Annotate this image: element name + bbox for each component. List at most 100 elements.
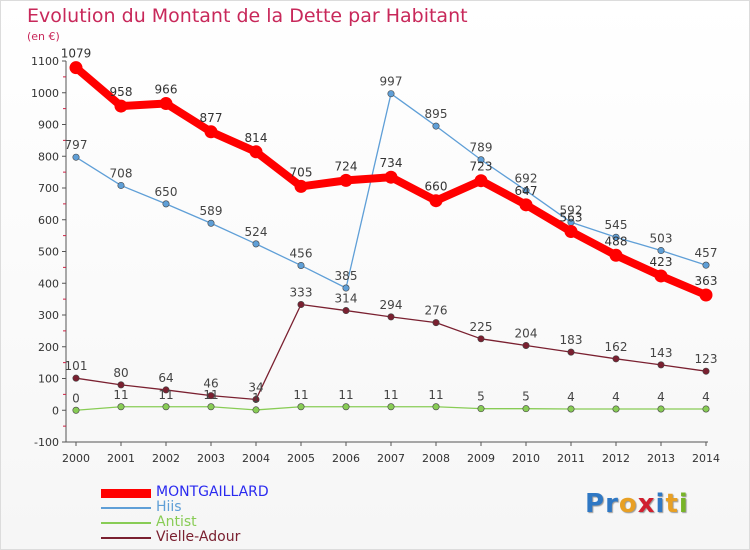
data-label-vielle-adour: 123 [695,352,718,366]
series-layer [69,61,713,414]
legend-swatch [101,507,151,509]
data-label-hiis: 650 [155,185,178,199]
data-point-antist [207,403,215,411]
data-point-vielle-adour [207,392,215,400]
data-label-hiis: 797 [65,138,88,152]
legend-label: Antist [156,514,197,530]
x-tick-label: 2013 [647,452,675,465]
data-label-vielle-adour: 80 [113,366,128,380]
y-tick-label: 800 [38,150,59,163]
x-tick-label: 2006 [332,452,360,465]
data-label-hiis: 589 [200,204,223,218]
y-axis-unit-label: (en €) [27,30,60,43]
data-point-antist [342,403,350,411]
logo-letter: t [665,489,679,519]
data-point-hiis [162,200,170,208]
x-tick-label: 2011 [557,452,585,465]
x-tick-label: 2001 [107,452,135,465]
data-label-antist: 1 [252,391,260,405]
data-point-hiis [657,247,665,255]
data-label-montgaillard: 660 [425,180,448,194]
data-point-antist [522,405,530,413]
data-label-hiis: 692 [515,172,538,186]
data-label-vielle-adour: 64 [158,371,173,385]
data-point-montgaillard [114,99,128,113]
data-label-montgaillard: 1079 [61,47,92,61]
data-point-montgaillard [69,61,83,75]
data-point-hiis [612,233,620,241]
data-point-montgaillard [474,174,488,188]
data-point-antist [477,405,485,413]
data-label-vielle-adour: 276 [425,304,448,318]
data-point-montgaillard [609,248,623,262]
legend-label: Vielle-Adour [156,529,241,545]
data-label-montgaillard: 958 [110,85,133,99]
legend-item-hiis: Hiis [101,500,361,515]
data-point-montgaillard [159,97,173,111]
y-tick-label: 1000 [31,87,59,100]
data-point-vielle-adour [72,374,80,382]
data-label-montgaillard: 734 [380,156,403,170]
legend-swatch [101,537,151,539]
data-label-antist: 11 [383,388,398,402]
data-point-hiis [297,261,305,269]
data-label-vielle-adour: 34 [248,380,263,394]
data-label-hiis: 592 [560,203,583,217]
data-point-vielle-adour [117,381,125,389]
data-point-antist [387,403,395,411]
data-label-antist: 4 [567,390,575,404]
data-label-antist: 11 [113,388,128,402]
data-point-antist [117,403,125,411]
data-label-antist: 11 [293,388,308,402]
y-tick-label: 700 [38,182,59,195]
data-label-vielle-adour: 46 [203,377,218,391]
data-label-vielle-adour: 204 [515,326,538,340]
data-point-montgaillard [564,224,578,238]
data-label-vielle-adour: 101 [65,359,88,373]
x-tick-label: 2012 [602,452,630,465]
data-label-antist: 0 [72,391,80,405]
x-tick-label: 2002 [152,452,180,465]
data-label-antist: 4 [612,390,620,404]
data-point-antist [162,403,170,411]
data-label-montgaillard: 563 [560,210,583,224]
data-label-vielle-adour: 225 [470,320,493,334]
data-point-vielle-adour [657,361,665,369]
x-tick-label: 2005 [287,452,315,465]
data-label-hiis: 456 [290,246,313,260]
x-tick-label: 2014 [692,452,720,465]
data-point-montgaillard [654,269,668,283]
y-tick-label: 500 [38,246,59,259]
x-tick-label: 2010 [512,452,540,465]
legend-item-antist: Antist [101,515,361,530]
data-label-montgaillard: 814 [245,131,268,145]
data-point-montgaillard [294,179,308,193]
data-label-vielle-adour: 183 [560,333,583,347]
data-point-vielle-adour [162,386,170,394]
x-tick-label: 2000 [62,452,90,465]
data-label-hiis: 385 [335,269,358,283]
data-point-vielle-adour [612,355,620,363]
data-label-montgaillard: 488 [605,234,628,248]
data-point-vielle-adour [342,307,350,315]
data-label-vielle-adour: 162 [605,340,628,354]
data-point-hiis [702,261,710,269]
data-point-vielle-adour [522,341,530,349]
data-point-antist [297,403,305,411]
data-label-hiis: 503 [650,232,673,246]
data-label-hiis: 708 [110,166,133,180]
proxiti-logo: Proxiti [585,489,689,519]
data-point-hiis [207,219,215,227]
data-point-hiis [252,240,260,248]
data-point-antist [432,403,440,411]
y-tick-label: 200 [38,341,59,354]
data-point-montgaillard [204,125,218,139]
y-tick-label: 0 [52,404,59,417]
x-tick-label: 2004 [242,452,270,465]
data-label-montgaillard: 647 [515,184,538,198]
data-point-antist [702,405,710,413]
data-label-montgaillard: 877 [200,111,223,125]
legend-item-vielle-adour: Vielle-Adour [101,530,361,545]
data-label-montgaillard: 705 [290,165,313,179]
